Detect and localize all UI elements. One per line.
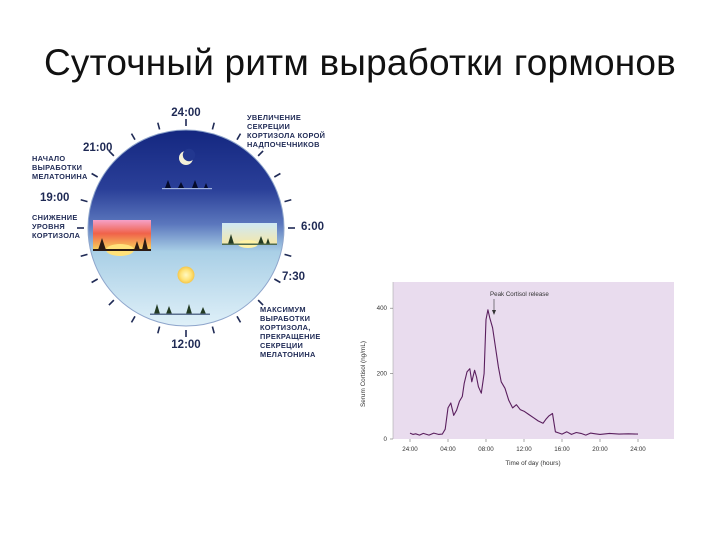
label-line: ВЫРАБОТКИ	[32, 163, 82, 172]
time-1200: 12:00	[171, 339, 200, 351]
clock-tick	[108, 299, 115, 306]
chart-annotation: Peak Cortisol release	[490, 291, 549, 298]
label-line: СЕКРЕЦИИ	[260, 341, 303, 350]
time-2400: 24:00	[171, 107, 200, 119]
clock-tick	[273, 172, 281, 178]
x-tick-label: 24:00	[630, 446, 646, 453]
clock-tick	[257, 299, 264, 306]
label-line: ВЫРАБОТКИ	[260, 314, 310, 323]
label-line: СЕКРЕЦИИ	[247, 122, 290, 131]
y-tick-label: 0	[384, 436, 388, 443]
time-0600: 6:00	[301, 221, 324, 233]
label-line: МАКСИМУМ	[260, 305, 306, 314]
sunset-scene	[93, 220, 151, 256]
clock-tick	[284, 253, 292, 257]
label-line: МЕЛАТОНИНА	[32, 172, 88, 181]
clock-tick	[80, 199, 88, 203]
tree-icon	[162, 180, 212, 190]
clock-tick	[80, 253, 88, 257]
tree-icon	[150, 304, 210, 315]
time-1900: 19:00	[40, 192, 69, 204]
y-tick-label: 400	[377, 305, 388, 312]
clock-tick	[273, 278, 281, 284]
time-2100: 21:00	[83, 142, 112, 154]
y-tick-label: 200	[377, 371, 388, 378]
time-0730: 7:30	[282, 271, 305, 283]
label-cortisol-increase: УВЕЛИЧЕНИЕ СЕКРЕЦИИ КОРТИЗОЛА КОРОЙ НАДП…	[247, 113, 328, 149]
label-line: УВЕЛИЧЕНИЕ	[247, 113, 301, 122]
x-axis-title: Time of day (hours)	[505, 460, 560, 467]
label-line: ПРЕКРАЩЕНИЕ	[260, 332, 321, 341]
label-line: УРОВНЯ	[32, 222, 65, 231]
cortisol-line	[409, 309, 639, 436]
clock-tick	[91, 278, 99, 284]
x-tick-label: 04:00	[440, 446, 456, 453]
label-line: КОРТИЗОЛА КОРОЙ	[247, 131, 325, 140]
clock-tick	[211, 326, 215, 334]
label-line: СНИЖЕНИЕ	[32, 213, 78, 222]
clock-tick	[108, 150, 115, 157]
x-tick-label: 24:00	[402, 446, 418, 453]
label-line: КОРТИЗОЛА	[32, 231, 81, 240]
x-tick-label: 20:00	[592, 446, 608, 453]
label-line: НАДПОЧЕЧНИКОВ	[247, 140, 320, 149]
clock-ticks	[77, 119, 295, 337]
plot-background	[393, 282, 674, 439]
annotation-arrowhead	[492, 310, 496, 315]
clock-diagram: 24:00 21:00 19:00 6:00 7:30 12:00 УВЕЛИЧ…	[32, 107, 328, 359]
x-tick-label: 12:00	[516, 446, 532, 453]
moon-icon	[179, 148, 196, 165]
label-line: МЕЛАТОНИНА	[260, 350, 316, 359]
clock-tick	[236, 315, 242, 323]
x-tick-label: 16:00	[554, 446, 570, 453]
clock-tick	[236, 133, 242, 141]
clock-tick	[257, 150, 264, 157]
label-line: НАЧАЛО	[32, 154, 65, 163]
clock-tick	[157, 122, 161, 130]
label-line: КОРТИЗОЛА,	[260, 323, 311, 332]
y-axis-title: Serum Cortisol (ng/mL)	[360, 341, 367, 407]
sun-icon	[177, 266, 195, 284]
clock-face	[87, 129, 285, 327]
label-max-cortisol: МАКСИМУМ ВЫРАБОТКИ КОРТИЗОЛА, ПРЕКРАЩЕНИ…	[260, 305, 323, 359]
clock-tick	[130, 315, 136, 323]
clock-tick	[130, 133, 136, 141]
cortisol-chart: 24:00 04:00 08:00 12:00 16:00 20:00 24:00 0 200 4…	[360, 282, 674, 467]
x-tick-label: 08:00	[478, 446, 494, 453]
clock-tick	[91, 172, 99, 178]
label-cortisol-decrease: СНИЖЕНИЕ УРОВНЯ КОРТИЗОЛА	[32, 213, 81, 240]
clock-tick	[211, 122, 215, 130]
label-melatonin-start: НАЧАЛО ВЫРАБОТКИ МЕЛАТОНИНА	[32, 154, 88, 181]
slide-title: Суточный ритм выработки гормонов	[43, 42, 677, 83]
clock-tick	[284, 199, 292, 203]
clock-tick	[157, 326, 161, 334]
sunrise-scene	[222, 223, 277, 248]
